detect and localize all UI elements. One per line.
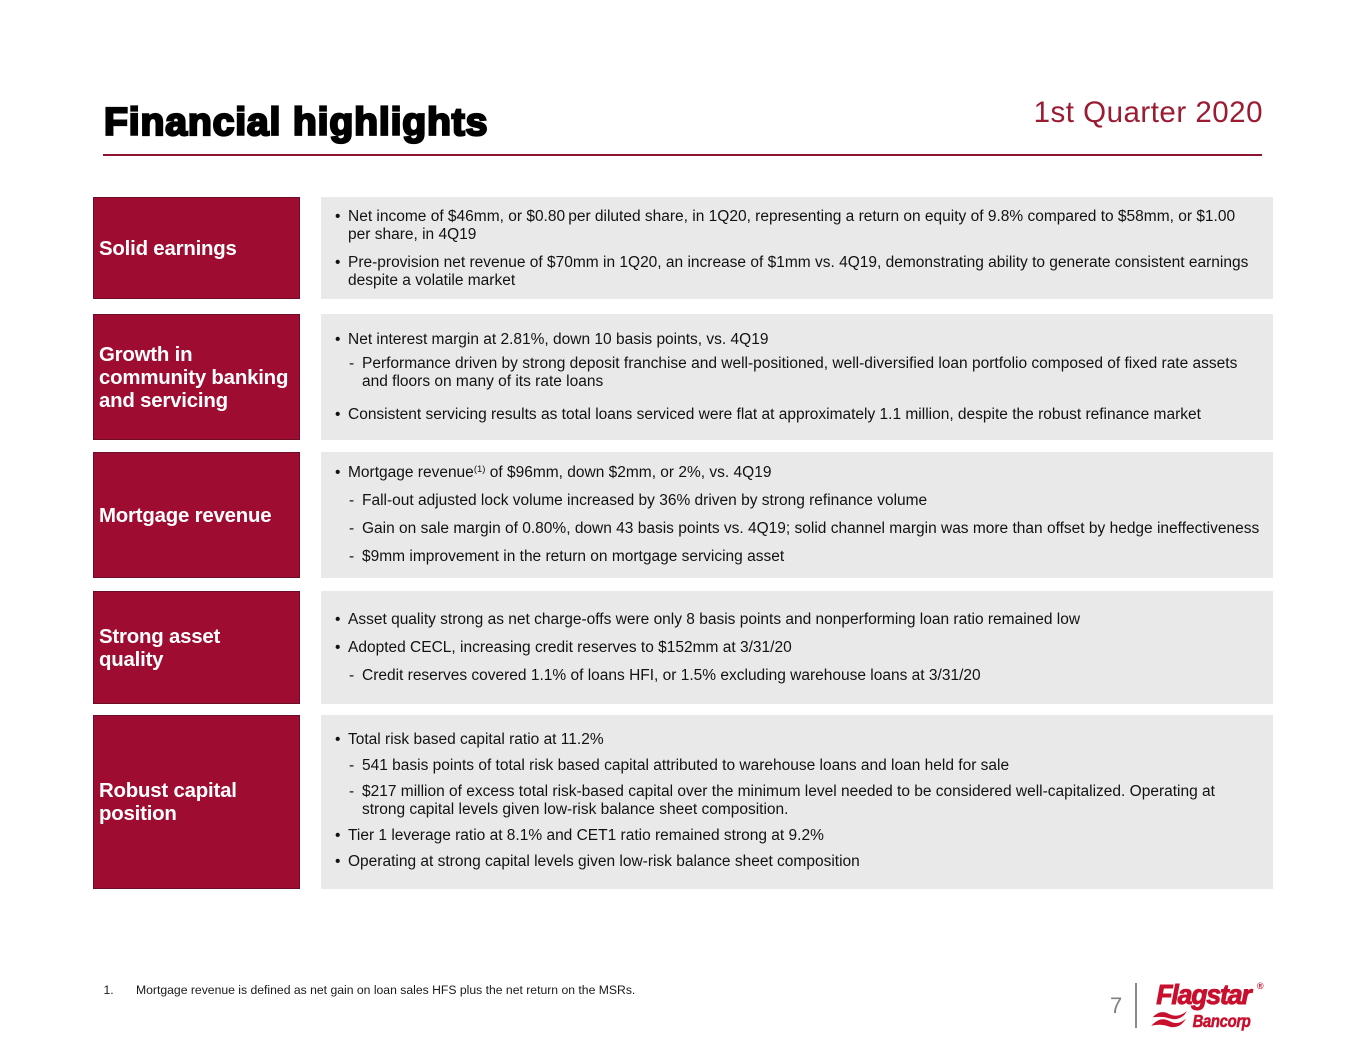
svg-text:Bancorp: Bancorp [1193, 1012, 1251, 1031]
svg-text:Flagstar: Flagstar [1156, 980, 1253, 1010]
svg-text:®: ® [1257, 981, 1264, 991]
